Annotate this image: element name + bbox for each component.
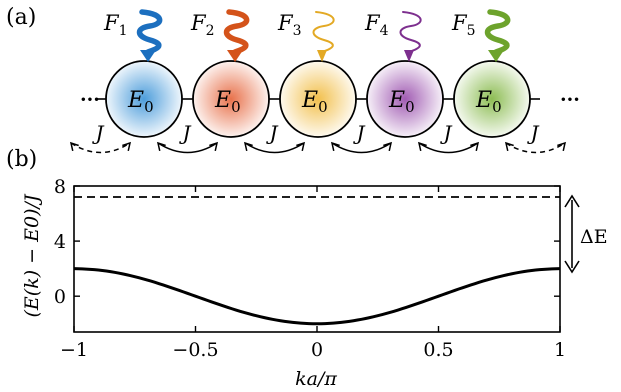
axis-ticks: −1 −0.5 0 0.5 1 0 4 8 xyxy=(54,176,566,361)
coupling-arrow-head xyxy=(209,141,219,152)
y-tick-label: 4 xyxy=(54,231,66,253)
chain-left-dots: ··· xyxy=(80,89,100,111)
coupling-arrow-head xyxy=(417,141,427,152)
panel-b-label: (b) xyxy=(6,147,37,172)
coupling-arrow: J xyxy=(417,121,480,154)
site-energy-label: E0 xyxy=(301,88,328,116)
site-circle xyxy=(279,60,357,138)
site-circle xyxy=(192,60,270,138)
coupling-label: J xyxy=(266,121,279,145)
plot-series xyxy=(73,196,561,326)
site-circle xyxy=(453,60,531,138)
coupling-curve xyxy=(157,142,218,154)
coupling-arrow: J xyxy=(156,121,219,154)
x-tick-label: 1 xyxy=(554,339,566,361)
band-gap-arrow-head-bottom xyxy=(564,260,580,274)
coupling-arrow: J xyxy=(330,121,393,154)
drive-wave xyxy=(484,9,511,55)
band-gap-label: ΔE xyxy=(580,226,608,248)
coupling-label: J xyxy=(353,121,366,145)
site-circle xyxy=(366,60,444,138)
coupling-curve xyxy=(244,142,305,154)
drive-arrow-head xyxy=(317,50,327,62)
x-tick-label: −1 xyxy=(60,339,88,361)
coupling-arrow-head xyxy=(69,141,79,152)
x-tick-label: 0.5 xyxy=(423,339,453,361)
dispersion-curve xyxy=(73,267,561,326)
coupling-label: J xyxy=(92,121,105,145)
drive-wave xyxy=(136,9,163,55)
panel-b: (b) (E(k) − E0)/J ka/π −1 −0.5 0 0.5 1 0 4 8 ΔE xyxy=(6,147,608,390)
drive-arrow-head xyxy=(227,50,243,62)
lattice-site: E0 F3 xyxy=(277,11,357,138)
x-tick-label: 0 xyxy=(311,339,323,361)
site-circle xyxy=(105,60,183,138)
drive-arrow-head xyxy=(140,50,156,62)
coupling-arrow: J xyxy=(243,121,306,154)
drive-label: F3 xyxy=(277,11,302,39)
coupling-curve xyxy=(418,142,479,154)
x-axis-label: ka/π xyxy=(295,368,337,390)
coupling-arrow-head xyxy=(557,141,567,152)
coupling-curve xyxy=(70,142,131,154)
y-tick-label: 8 xyxy=(54,176,66,198)
coupling-curve xyxy=(331,142,392,154)
plot-frame xyxy=(73,185,561,333)
coupling-arrow-head xyxy=(383,141,393,152)
panel-a-label: (a) xyxy=(6,5,36,30)
coupling-arrow-head xyxy=(330,141,340,152)
coupling-curve xyxy=(505,142,566,154)
coupling-arrow-head xyxy=(504,141,514,152)
coupling-label: J xyxy=(440,121,453,145)
drive-arrow-head xyxy=(488,50,504,62)
drive-arrow-head xyxy=(404,50,414,62)
coupling-arrow-head xyxy=(243,141,253,152)
coupling-arrow: J xyxy=(504,121,567,154)
band-gap-marker: ΔE xyxy=(564,194,608,274)
coupling-arrow: J xyxy=(69,121,132,154)
drive-label: F4 xyxy=(364,11,389,39)
y-axis-label: (E(k) − E0)/J xyxy=(21,193,43,317)
drive-label: F2 xyxy=(190,11,215,39)
x-tick-label: −0.5 xyxy=(172,339,218,361)
chain-right-dots: ··· xyxy=(560,89,580,111)
drive-label: F1 xyxy=(103,11,128,39)
coupling-arrow-head xyxy=(156,141,166,152)
coupling-arrow-head xyxy=(470,141,480,152)
drive-label: F5 xyxy=(451,11,476,39)
band-gap-arrow-head-top xyxy=(564,194,580,208)
drive-wave xyxy=(399,11,422,53)
coupling-label: J xyxy=(179,121,192,145)
coupling-arrow-head xyxy=(296,141,306,152)
coupling-label: J xyxy=(527,121,540,145)
drive-wave xyxy=(223,9,250,55)
drive-wave xyxy=(312,11,335,53)
coupling-arrow-head xyxy=(122,141,132,152)
y-tick-label: 0 xyxy=(54,286,66,308)
